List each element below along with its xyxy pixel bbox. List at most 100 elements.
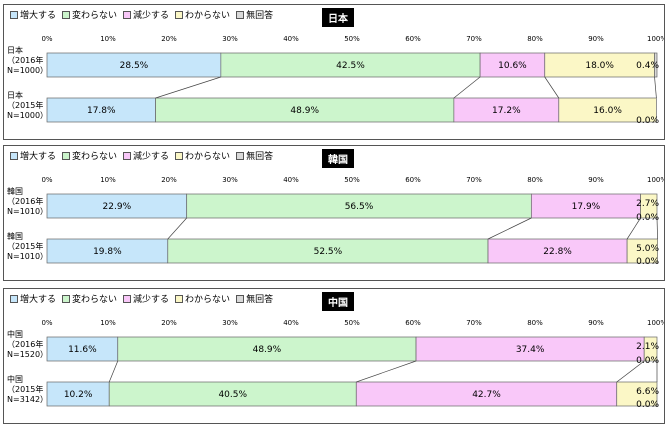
legend-item: 変わらない (62, 149, 117, 162)
panel-japan: 増大する 変わらない 減少する わからない 無回答 日本 0% 10% 20% 30% 40% 5… (3, 4, 665, 140)
legend-swatch (123, 294, 132, 303)
legend: 増大する 変わらない 減少する わからない 無回答 (10, 8, 273, 21)
legend-label: 増大する (20, 11, 57, 21)
bar-segment (544, 52, 655, 78)
legend-label: 減少する (133, 295, 170, 305)
legend-swatch (175, 10, 184, 19)
bar-segment (355, 381, 618, 407)
x-tick-label: 40% (283, 35, 299, 43)
category-label: 中国 （2015年 N=3142） (7, 375, 49, 404)
legend-item: 増大する (10, 292, 56, 305)
legend-swatch (236, 10, 245, 19)
x-tick-label: 30% (222, 319, 238, 327)
bar-segment (479, 52, 546, 78)
data-label: 42.5% (336, 61, 365, 71)
legend-item: 無回答 (236, 292, 273, 305)
data-label: 28.5% (120, 61, 149, 71)
legend-label: わからない (185, 152, 231, 162)
x-tick-label: 70% (466, 319, 482, 327)
x-tick-label: 40% (283, 176, 299, 184)
legend-label: 無回答 (246, 295, 274, 305)
x-tick-label: 20% (161, 35, 177, 43)
data-label: 5.0% (636, 244, 659, 254)
bar-segment (487, 238, 628, 264)
data-label: 48.9% (253, 345, 282, 355)
data-label: 0.0% (636, 257, 659, 267)
data-label: 0.4% (636, 61, 659, 71)
category-label: 韓国 （2016年 N=1010） (7, 187, 49, 216)
legend-swatch (62, 10, 71, 19)
x-tick-label: 90% (588, 319, 604, 327)
legend-item: 変わらない (62, 292, 117, 305)
data-label: 2.1% (636, 342, 659, 352)
x-tick-label: 90% (588, 176, 604, 184)
bar-segment (46, 193, 188, 219)
connector-line (453, 76, 481, 99)
bar-segment (654, 52, 658, 78)
connector-line (108, 360, 119, 383)
legend-item: わからない (175, 149, 230, 162)
country-title: 中国 (322, 292, 354, 311)
bar-segment (453, 97, 560, 123)
x-tick-label: 60% (405, 319, 421, 327)
data-label: 0.0% (636, 356, 659, 366)
connector-line (155, 76, 221, 99)
x-tick-label: 0% (41, 35, 52, 43)
panel-korea: 増大する 変わらない 減少する わからない 無回答 韓国 0% 10% 20% 30% 40% 5… (3, 145, 665, 281)
x-tick-label: 40% (283, 319, 299, 327)
x-tick-label: 100% (647, 176, 664, 184)
data-label: 42.7% (472, 390, 501, 400)
legend-swatch (123, 10, 132, 19)
x-tick-label: 60% (405, 35, 421, 43)
category-label: 日本 （2015年 N=1000） (7, 91, 49, 120)
legend-swatch (10, 294, 18, 303)
legend-swatch (236, 294, 245, 303)
x-tick-label: 90% (588, 35, 604, 43)
data-label: 2.7% (636, 199, 659, 209)
connector-line (626, 217, 641, 240)
x-tick-label: 50% (344, 319, 360, 327)
x-tick-label: 50% (344, 35, 360, 43)
x-tick-label: 30% (222, 176, 238, 184)
legend-swatch (175, 151, 184, 160)
data-label: 16.0% (593, 106, 622, 116)
bar-segment (558, 97, 657, 123)
x-tick-label: 20% (161, 176, 177, 184)
x-tick-label: 50% (344, 176, 360, 184)
data-label: 17.2% (492, 106, 521, 116)
data-label: 10.2% (64, 390, 93, 400)
legend-swatch (10, 151, 18, 160)
legend-label: 変わらない (72, 152, 118, 162)
x-tick-label: 10% (100, 176, 116, 184)
x-tick-label: 80% (527, 35, 543, 43)
data-label: 10.6% (498, 61, 527, 71)
legend-swatch (236, 151, 245, 160)
connector-line (616, 360, 645, 383)
legend-item: 無回答 (236, 8, 273, 21)
legend-swatch (10, 10, 18, 19)
legend-label: 無回答 (246, 152, 274, 162)
connector-line (356, 360, 417, 383)
data-label: 19.8% (93, 247, 122, 257)
legend-label: 無回答 (246, 11, 274, 21)
x-tick-label: 80% (527, 319, 543, 327)
data-label: 0.0% (636, 400, 659, 410)
legend-swatch (123, 151, 132, 160)
data-label: 0.0% (636, 213, 659, 223)
x-tick-label: 0% (41, 319, 52, 327)
legend-swatch (175, 294, 184, 303)
data-label: 37.4% (516, 345, 545, 355)
category-label: 韓国 （2015年 N=1010） (7, 232, 49, 261)
x-tick-label: 100% (647, 319, 664, 327)
bar-segment (108, 381, 357, 407)
data-label: 48.9% (290, 106, 319, 116)
data-label: 6.6% (636, 387, 659, 397)
bar-segment (117, 336, 417, 362)
bar-segment (415, 336, 645, 362)
x-tick-label: 60% (405, 176, 421, 184)
legend-label: わからない (185, 295, 231, 305)
legend-item: 変わらない (62, 8, 117, 21)
category-label: 日本 （2016年 N=1000） (7, 46, 49, 75)
bar-segment (46, 52, 222, 78)
x-tick-label: 100% (647, 35, 664, 43)
